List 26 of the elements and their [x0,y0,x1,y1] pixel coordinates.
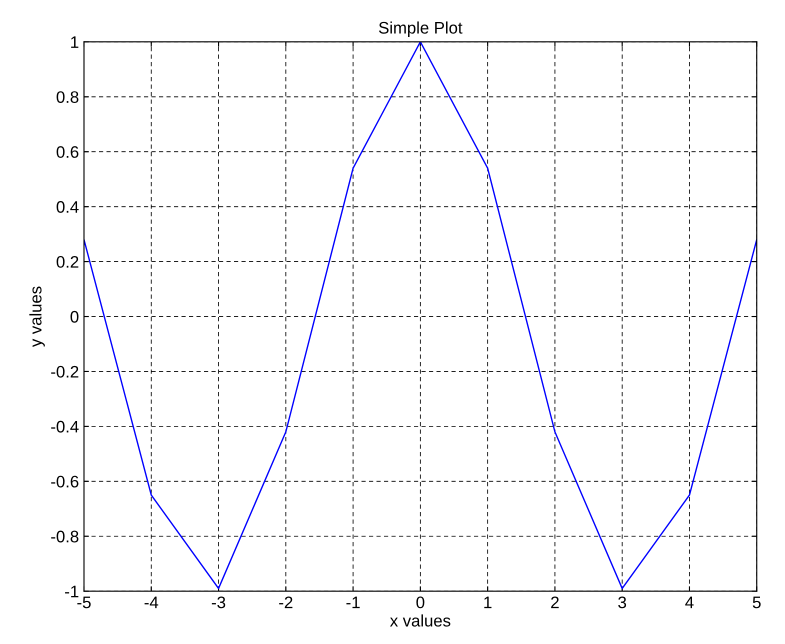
y-tick-label: -0.6 [51,476,78,488]
x-tick-label: 4 [685,596,694,608]
y-axis-title: y values [29,286,45,348]
x-tick-label: -5 [77,596,91,608]
x-tick-label: -4 [144,596,158,608]
x-tick-label: -2 [279,596,292,608]
x-tick-label: 3 [618,596,626,608]
y-tick-label: 0.2 [56,256,78,268]
x-tick-label: -3 [212,596,226,608]
y-tick-label: 0 [70,310,78,323]
y-tick-label: -0.2 [51,366,78,378]
y-tick-label: -0.8 [51,530,78,542]
chart-title: Simple Plot [378,21,462,37]
y-tick-label: -1 [65,586,78,598]
x-axis-title: x values [390,614,450,627]
y-tick-label: 1 [71,36,78,48]
y-tick-label: -0.4 [51,420,79,433]
x-tick-label: 0 [416,596,424,608]
y-tick-label: 0.6 [56,146,78,158]
x-tick-label: 5 [752,596,761,608]
x-tick-label: -1 [346,596,360,608]
y-tick-label: 0.4 [56,201,79,213]
x-tick-label: 2 [551,596,559,608]
line-series [84,42,757,590]
y-tick-label: 0.8 [56,91,78,103]
x-tick-label: 1 [484,596,492,608]
